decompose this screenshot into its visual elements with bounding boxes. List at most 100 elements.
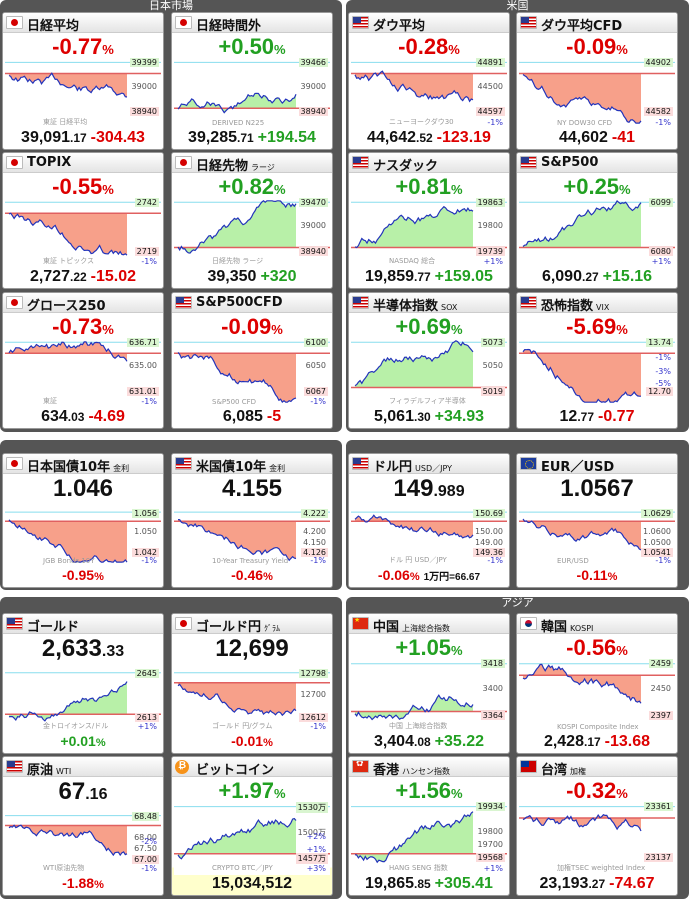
panel-header[interactable]: 原油 WTI — [3, 757, 163, 778]
market-panel[interactable]: EUR／USD 1.0567 -0.11% 1.0629 1.0600 1.0500 1.0… — [516, 453, 678, 588]
mini-chart[interactable]: 5073 5050 5019 フィラデルフィア半導体 — [351, 335, 507, 408]
mini-chart[interactable]: 2742 2719 -1% 東証 トピックス — [5, 195, 161, 268]
mini-chart[interactable]: 39466 39000 38940 DERIVED N225 — [174, 55, 330, 129]
instrument-subname: SOX — [441, 303, 458, 312]
price-area — [178, 519, 296, 561]
panel-header[interactable]: ビットコイン — [172, 757, 332, 778]
mini-chart[interactable]: 150.69 150.00 149.00 149.36 -1% ドル 円 USD／JPY — [351, 506, 507, 567]
panel-header[interactable]: 恐怖指数 VIX — [517, 293, 677, 314]
mid-label: 150.00 — [475, 527, 503, 536]
panel-header[interactable]: S&P500CFD — [172, 293, 332, 313]
mini-chart[interactable]: 1.0629 1.0600 1.0500 1.0541 -1% EUR/USD — [519, 506, 675, 567]
panel-header[interactable]: 日経時間外 — [172, 13, 332, 34]
percent-line-label: -1% — [141, 257, 157, 266]
panel-header[interactable]: ナスダック — [349, 153, 509, 174]
market-panel[interactable]: 恐怖指数 VIX -5.69% 12.77 -0.77 13.74 12.70 -1% -3% -… — [516, 292, 678, 429]
flag-us-icon — [6, 760, 23, 773]
percent-sign: % — [607, 571, 618, 583]
percent-line-label: -1% — [487, 556, 503, 565]
panel-header[interactable]: EUR／USD — [517, 454, 677, 475]
market-panel[interactable]: S&P500CFD -0.09% 6,085 -5 6100 6050 6067 -1% S&P… — [171, 292, 333, 429]
market-panel[interactable]: S&P500 +0.25% 6,090.27 +15.16 6099 6080 +1% — [516, 152, 678, 289]
mini-chart[interactable]: 1.056 1.050 1.042 -1% JGB Bonds 10Y — [5, 506, 161, 567]
panel-header[interactable]: 日本国債10年 金利 — [3, 454, 163, 475]
current-value: 2,633.33 — [3, 635, 163, 663]
mini-chart[interactable]: 68.48 68.00 67.50 67.00 -1% -2% WTI原油先物 — [5, 809, 161, 875]
market-panel[interactable]: 半導体指数 SOX +0.69% 5,061.30 +34.93 5073 5050 5019… — [348, 292, 510, 429]
market-panel[interactable]: 米国債10年 金利 4.155 -0.46% 4.222 4.200 4.150 4.126-… — [171, 453, 333, 588]
mini-chart[interactable]: 2459 2450 2397 KOSPI Composite Index — [519, 656, 675, 733]
panel-header[interactable]: ゴールド — [3, 614, 163, 635]
price-area — [9, 73, 127, 97]
panel-header[interactable]: 日経平均 — [3, 13, 163, 34]
market-panel[interactable]: グロース250 -0.73% 634.03 -4.69 636.71 635.00 631.… — [2, 292, 164, 429]
mini-chart[interactable]: 1530万 1500万 1457万 +3% +2% +1% CRYPTO BTC／JPY — [174, 799, 330, 875]
change-percent: -1.88% — [3, 875, 163, 891]
panel-header[interactable]: ダウ平均CFD — [517, 13, 677, 34]
panel-header[interactable]: 半導体指数 SOX — [349, 293, 509, 314]
market-panel[interactable]: 台湾 加権 -0.32% 23,193.27 -74.67 23361 23137 加権TSE… — [516, 756, 678, 896]
price-line — [522, 199, 642, 247]
current-value: 19,865.85 +305.41 — [349, 875, 509, 893]
mini-chart[interactable]: 39470 39000 38940 日経先物 ラージ — [174, 195, 330, 268]
market-panel[interactable]: 中国上海総合指数+1.05%3,404.08+35.22341834003364… — [348, 613, 510, 754]
price-line — [354, 694, 474, 721]
market-panel[interactable]: ダウ平均 -0.28% 44,642.52 -123.19 44891 44500 4459… — [348, 12, 510, 150]
mini-chart[interactable]: 6100 6050 6067 -1% S&P500 CFD — [174, 335, 330, 408]
market-panel[interactable]: ゴールド円 ｸﾞﾗﾑ 12,699 -0.01% 12798 12700 12612 -1% ゴ… — [171, 613, 333, 754]
market-panel[interactable]: 日経先物 ラージ +0.82% 39,350 +320 39470 39000 38940 日経… — [171, 152, 333, 289]
flag-tw-icon — [520, 760, 537, 773]
price-line — [522, 663, 642, 704]
mini-chart[interactable]: 3418 3400 3364 中国 上海総合指数 — [351, 656, 507, 733]
change-value: -0.55 — [52, 174, 103, 199]
mini-chart[interactable]: 19934 19800 19700 19568 +1% HANG SENG 指数 — [351, 799, 507, 875]
value-decimal: .17 — [583, 735, 601, 749]
mini-chart[interactable]: 19863 19800 19739 +1% NASDAQ 総合 — [351, 195, 507, 268]
market-panel[interactable]: ダウ平均CFD -0.09% 44,602 -41 44902 44582 -1% NY DO… — [516, 12, 678, 150]
mid-label: 19800 — [477, 827, 503, 836]
mini-chart[interactable]: 23361 23137 加権TSEC weighted Index — [519, 799, 675, 875]
mini-chart[interactable]: 13.74 12.70 -1% -3% -5% — [519, 335, 675, 408]
section-title: アジア — [501, 596, 534, 609]
market-panel[interactable]: ドル円 USD／JPY 149.989 -0.06% 1万円=66.67 150.69 15… — [348, 453, 510, 588]
panel-header[interactable]: TOPIX — [3, 153, 163, 173]
change-value: -0.32 — [566, 778, 617, 803]
mini-chart[interactable]: 12798 12700 12612 -1% ゴールド 円/グラム — [174, 666, 330, 733]
market-panel[interactable]: ゴールド 2,633.33 +0.01% 2645 2613 +1% 金トロイオンス/ドル — [2, 613, 164, 754]
mini-chart[interactable]: 44891 44500 44597 -1% ニューヨークダウ30 — [351, 55, 507, 129]
mini-chart[interactable]: 39399 39000 38940 東証 日経平均 — [5, 55, 161, 129]
mini-chart[interactable]: 2645 2613 +1% 金トロイオンス/ドル — [5, 666, 161, 733]
market-panel[interactable]: 日経時間外 +0.50% 39,285.71 +194.54 39466 39000 389… — [171, 12, 333, 150]
market-panel[interactable]: 韓国 KOSPI -0.56% 2,428.17 -13.68 2459 2450 2397 K… — [516, 613, 678, 754]
panel-header[interactable]: ゴールド円 ｸﾞﾗﾑ — [172, 614, 332, 635]
instrument-name: S&P500CFD — [196, 295, 283, 310]
market-panel[interactable]: 香港ハンセン指数+1.56%19,865.85+305.411993419800… — [348, 756, 510, 896]
price-line — [522, 813, 642, 832]
low-label: 67.00 — [132, 855, 159, 864]
panel-header[interactable]: 日経先物 ラージ — [172, 153, 332, 174]
panel-header[interactable]: 韓国 KOSPI — [517, 614, 677, 635]
percent-line-label: -1% — [141, 864, 157, 873]
market-panel[interactable]: ナスダック +0.81% 19,859.77 +159.05 19863 19800 197… — [348, 152, 510, 289]
panel-header[interactable]: 米国債10年 金利 — [172, 454, 332, 475]
market-panel[interactable]: 原油 WTI 67.16 -1.88% 68.48 68.00 67.50 67.00 -1% -… — [2, 756, 164, 896]
mini-chart[interactable]: 636.71 635.00 631.01 -1% 東証 — [5, 335, 161, 408]
market-panel[interactable]: 日経平均 -0.77% 39,091.17 -304.43 39399 39000 3894… — [2, 12, 164, 150]
low-label: 1457万 — [295, 853, 328, 864]
panel-header[interactable]: S&P500 — [517, 153, 677, 173]
panel-header[interactable]: ドル円 USD／JPY — [349, 454, 509, 475]
market-panel[interactable]: 日本国債10年 金利 1.046 -0.95% 1.056 1.050 1.042 -1% JG… — [2, 453, 164, 588]
mini-chart[interactable]: 44902 44582 -1% NY DOW30 CFD — [519, 55, 675, 129]
mini-chart[interactable]: 4.222 4.200 4.150 4.126 -1% 10-Year Treasury … — [174, 506, 330, 567]
mini-chart[interactable]: 6099 6080 +1% — [519, 195, 675, 268]
instrument-subname: VIX — [596, 303, 610, 312]
panel-header[interactable]: 台湾 加権 — [517, 757, 677, 778]
market-panel[interactable]: TOPIX -0.55% 2,727.22 -15.02 2742 2719 -1% 東証 ト… — [2, 152, 164, 289]
panel-header[interactable]: グロース250 — [3, 293, 163, 314]
market-panel[interactable]: ビットコイン+1.97% 15,034,512 1530万 1500万 1457万+3%… — [171, 756, 333, 896]
flag-jp-icon — [6, 457, 23, 470]
value-decimal: .77 — [413, 270, 431, 284]
panel-header[interactable]: ダウ平均 — [349, 13, 509, 34]
